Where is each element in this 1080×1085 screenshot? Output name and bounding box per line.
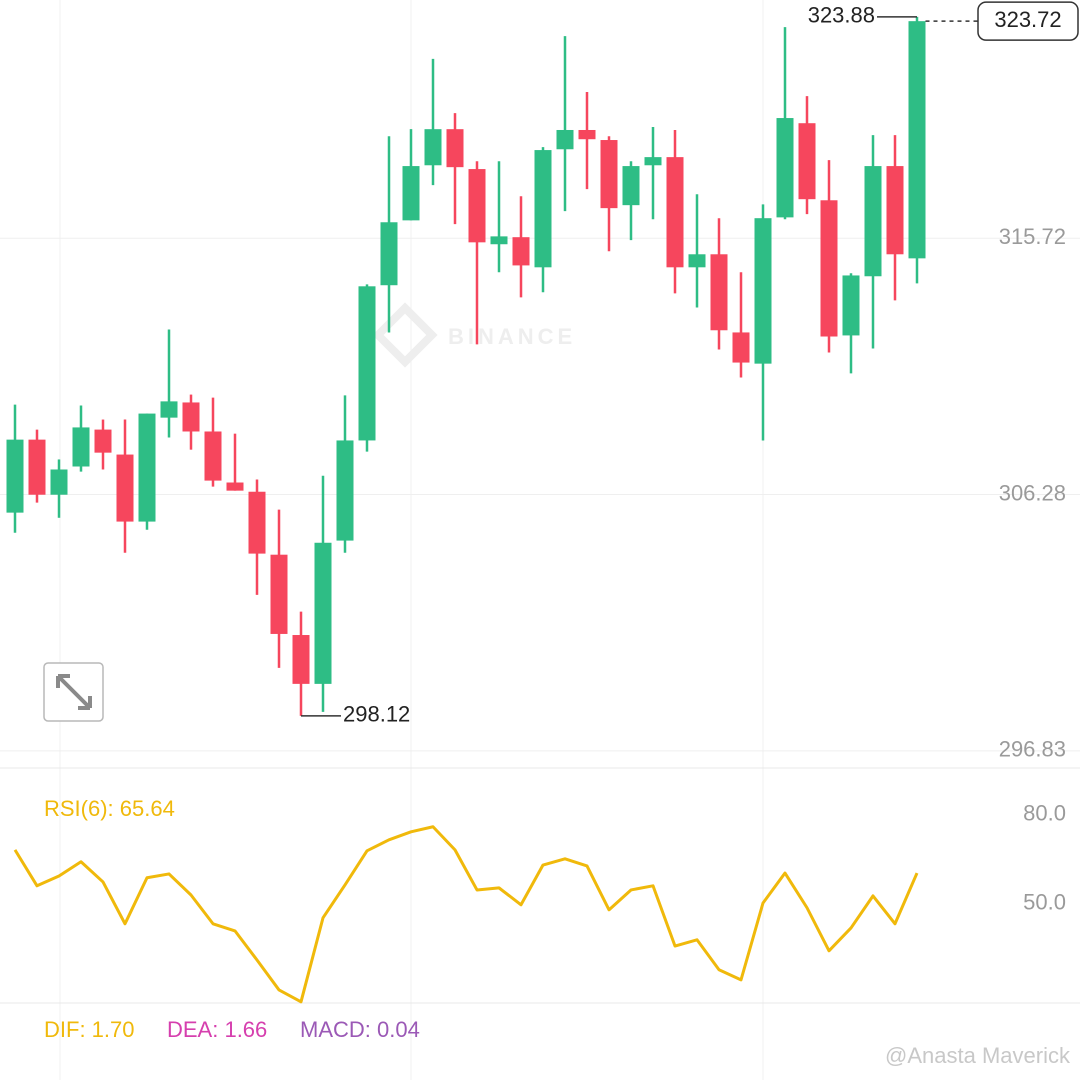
candle-body <box>424 129 442 166</box>
candle-body <box>28 439 46 495</box>
candle-body <box>226 482 244 491</box>
expand-icon <box>56 674 92 710</box>
expand-button[interactable] <box>43 662 104 722</box>
max-label: 323.88 <box>808 3 875 28</box>
candle-body <box>490 236 508 245</box>
candle-body <box>270 554 288 634</box>
y-tick-label: 296.83 <box>999 737 1066 762</box>
candle-body <box>666 157 684 268</box>
candle-body <box>380 222 398 286</box>
candle-body <box>72 427 90 467</box>
plot: 296.83 306.28 315.72 323.88 298.12 323.72 50.0… <box>0 1 1080 1004</box>
candle-body <box>710 254 728 331</box>
candle-body <box>754 218 772 364</box>
y-tick-label: 306.28 <box>999 480 1066 505</box>
y-tick-label: 315.72 <box>999 224 1066 249</box>
candle-body <box>6 439 24 513</box>
candle-body <box>842 275 860 336</box>
candle-body <box>314 542 332 684</box>
candle-body <box>512 237 530 266</box>
candle-body <box>864 166 882 277</box>
candle-body <box>776 118 794 218</box>
candle-body <box>820 200 838 337</box>
candle-body <box>336 440 354 541</box>
macd-dif-label: DIF: 1.70 <box>44 1017 134 1042</box>
candle-body <box>732 332 750 363</box>
credit: @Anasta Maverick <box>885 1043 1071 1068</box>
candle-body <box>600 140 618 209</box>
candle-body <box>116 454 134 522</box>
candle-body <box>160 401 178 418</box>
candle-body <box>50 469 68 495</box>
price-label: 323.72 <box>994 7 1061 32</box>
candle-body <box>182 402 200 432</box>
watermark: BINANCE <box>448 324 576 349</box>
candle-body <box>688 254 706 268</box>
candle-body <box>138 413 156 522</box>
candle-body <box>94 429 112 453</box>
candle-body <box>446 129 464 168</box>
candle-body <box>644 157 662 166</box>
rsi-label: RSI(6): 65.64 <box>44 796 175 821</box>
candle-body <box>358 286 376 441</box>
candle-body <box>908 21 926 259</box>
y-tick-label: 50.0 <box>1023 890 1066 915</box>
min-label: 298.12 <box>343 702 410 727</box>
candle-body <box>402 166 420 221</box>
candle-body <box>292 635 310 684</box>
watermark-logo <box>372 302 438 368</box>
watermark-diamond <box>372 302 438 368</box>
macd-value-label: MACD: 0.04 <box>300 1017 420 1042</box>
rsi-line <box>13 825 919 1004</box>
macd-dea-label: DEA: 1.66 <box>167 1017 267 1042</box>
candle-body <box>204 431 222 481</box>
candle-body <box>886 166 904 255</box>
candle-body <box>578 129 596 140</box>
candle-body <box>468 169 486 243</box>
candle-body <box>556 129 574 150</box>
y-tick-label: 80.0 <box>1023 801 1066 826</box>
candle-body <box>622 166 640 206</box>
candle-body <box>248 491 266 554</box>
candle-body <box>798 123 816 200</box>
candle-body <box>534 150 552 268</box>
price-box <box>977 1 1079 41</box>
